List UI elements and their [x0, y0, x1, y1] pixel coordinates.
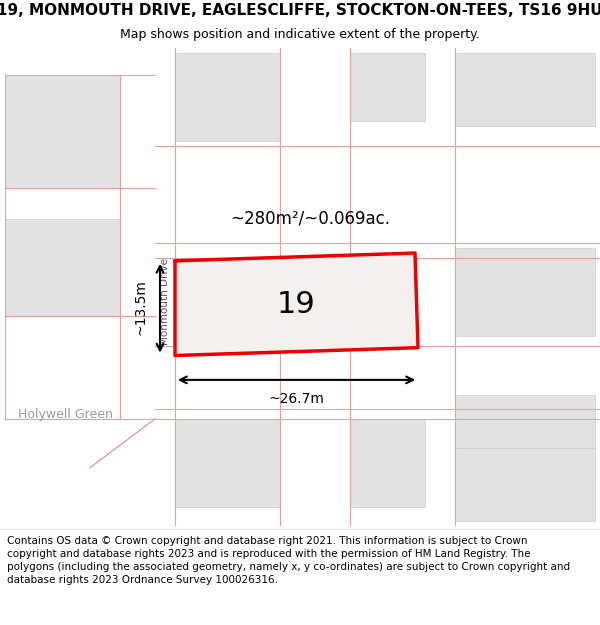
Bar [350, 419, 425, 507]
Bar [455, 448, 595, 521]
Text: ~280m²/~0.069ac.: ~280m²/~0.069ac. [230, 210, 390, 228]
Bar [5, 76, 120, 188]
Bar [455, 248, 595, 336]
Bar [175, 53, 280, 141]
Text: 19, MONMOUTH DRIVE, EAGLESCLIFFE, STOCKTON-ON-TEES, TS16 9HU: 19, MONMOUTH DRIVE, EAGLESCLIFFE, STOCKT… [0, 3, 600, 18]
Bar [350, 53, 425, 121]
Text: Monmouth Drive: Monmouth Drive [160, 258, 170, 345]
Text: Holywell Green: Holywell Green [17, 408, 112, 421]
Polygon shape [175, 253, 418, 356]
Bar [175, 419, 280, 507]
Text: ~26.7m: ~26.7m [268, 392, 324, 406]
Bar [455, 394, 595, 482]
Text: Contains OS data © Crown copyright and database right 2021. This information is : Contains OS data © Crown copyright and d… [7, 536, 571, 584]
Text: ~13.5m: ~13.5m [134, 279, 148, 334]
Text: Map shows position and indicative extent of the property.: Map shows position and indicative extent… [120, 28, 480, 41]
Bar [5, 219, 120, 316]
Bar [455, 53, 595, 126]
Text: 19: 19 [277, 290, 315, 319]
